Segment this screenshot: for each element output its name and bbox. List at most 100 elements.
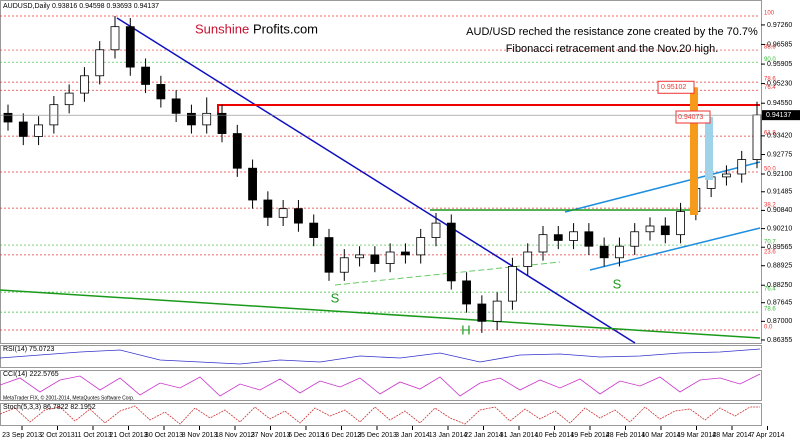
fib-label: 50.0 bbox=[764, 167, 776, 173]
x-tick-label: 18 Nov 2013 bbox=[215, 432, 255, 439]
fib-label: 76.4 bbox=[764, 287, 776, 293]
fib-label: 78.6 bbox=[764, 77, 776, 83]
brand: Sunshine bbox=[195, 21, 249, 36]
y-tick-label: 0.93420 bbox=[767, 133, 792, 140]
x-tick-label: 21 Oct 2013 bbox=[109, 432, 147, 439]
candle-body bbox=[630, 231, 640, 247]
fib-label: 23.6 bbox=[764, 249, 776, 255]
candle-body bbox=[737, 159, 747, 175]
candle-body bbox=[508, 266, 517, 302]
x-tick-label: 28 Mar 2014 bbox=[712, 432, 751, 439]
x-tick-label: 30 Oct 2013 bbox=[145, 432, 183, 439]
x-tick-label: 6 Dec 2013 bbox=[288, 432, 324, 439]
x-tick-label: 10 Mar 2014 bbox=[641, 432, 680, 439]
candle-body bbox=[80, 75, 89, 94]
candle-body bbox=[171, 98, 181, 114]
rsi-line bbox=[0, 348, 761, 365]
x-tick-label: 13 Jan 2014 bbox=[429, 432, 468, 439]
candle-body bbox=[431, 222, 441, 238]
candle-body bbox=[278, 208, 288, 218]
candle-body bbox=[187, 112, 196, 126]
candle-body bbox=[477, 303, 487, 322]
candle-body bbox=[34, 124, 43, 137]
candle-body bbox=[615, 245, 624, 259]
candle-body bbox=[538, 234, 548, 253]
fib-label: 38.2 bbox=[764, 203, 776, 209]
candle-body bbox=[232, 133, 242, 169]
fib-label: 78.6 bbox=[764, 307, 776, 313]
y-tick-label: 0.86355 bbox=[767, 337, 792, 344]
pattern-label: S bbox=[613, 276, 622, 291]
resistance-line bbox=[217, 104, 760, 115]
stoch-pane bbox=[0, 403, 762, 426]
y-tick-label: 0.91485 bbox=[767, 189, 792, 196]
price-box bbox=[657, 80, 695, 94]
y-tick-label: 0.88250 bbox=[767, 282, 792, 289]
candle-body bbox=[263, 199, 273, 218]
candle-body bbox=[599, 245, 609, 259]
x-tick-label: 7 Apr 2014 bbox=[751, 432, 785, 439]
candle-body bbox=[722, 173, 731, 178]
rsi-pane bbox=[0, 345, 762, 368]
y-tick-label: 0.87000 bbox=[767, 318, 792, 325]
price-box bbox=[675, 110, 711, 124]
x-tick-label: 19 Feb 2014 bbox=[570, 432, 609, 439]
candle-body bbox=[141, 66, 150, 85]
copyright: MetaTrader FIX, © 2001-2014, MetaQuotes … bbox=[3, 394, 134, 401]
x-tick-label: 11 Oct 2013 bbox=[74, 432, 112, 439]
candle-body bbox=[584, 231, 594, 247]
channel-line bbox=[564, 161, 761, 213]
fib-label: 88.6 bbox=[764, 45, 776, 51]
y-tick-label: 0.92775 bbox=[767, 151, 792, 158]
y-tick-label: 0.97260 bbox=[767, 22, 792, 29]
candle-body bbox=[324, 237, 334, 273]
y-tick-label: 0.96585 bbox=[767, 41, 792, 48]
orange-bar bbox=[690, 87, 698, 215]
channel-line bbox=[589, 227, 761, 271]
candle-body bbox=[553, 234, 563, 241]
cci-pane bbox=[0, 370, 762, 401]
header: AUDUSD,Daily 0.93816 0.94598 0.93693 0.9… bbox=[3, 3, 159, 10]
x-tick-label: 10 Feb 2014 bbox=[535, 432, 574, 439]
cci-line bbox=[0, 373, 761, 397]
annotation: AUD/USD reched the resistance zone creat… bbox=[466, 26, 758, 38]
x-tick-label: 25 Dec 2013 bbox=[357, 432, 397, 439]
y-tick-label: 0.94550 bbox=[767, 100, 792, 107]
candle-body bbox=[660, 225, 670, 236]
y-tick-label: 0.90840 bbox=[767, 207, 792, 214]
fib-label: 61.8 bbox=[764, 131, 776, 137]
price-box-label: 0.95102 bbox=[661, 84, 686, 91]
y-tick-label: 0.88925 bbox=[767, 263, 792, 270]
candle-body bbox=[309, 222, 319, 238]
x-tick-label: 2 Oct 2013 bbox=[40, 432, 74, 439]
fib-label: 100 bbox=[764, 11, 775, 17]
fib-label: 76.4 bbox=[764, 85, 776, 91]
candle-body bbox=[95, 49, 105, 77]
candle-body bbox=[339, 257, 349, 273]
candle-body bbox=[156, 84, 166, 100]
last-price-label: 0.94137 bbox=[766, 112, 791, 119]
candle-body bbox=[110, 26, 120, 51]
pattern-label: S bbox=[331, 290, 340, 305]
candle-body bbox=[202, 112, 212, 126]
candle-body bbox=[676, 211, 685, 236]
price-box-label: 0.94073 bbox=[678, 114, 703, 121]
fib-label: 90.0 bbox=[764, 57, 776, 63]
y-tick-label: 0.89565 bbox=[767, 244, 792, 251]
candle-body bbox=[462, 280, 471, 305]
candle-body bbox=[294, 208, 303, 224]
last-price-box bbox=[762, 110, 800, 121]
candle-body bbox=[18, 121, 28, 137]
candle-body bbox=[3, 112, 13, 123]
fib-label: 70.7 bbox=[764, 240, 776, 246]
indicator-label: Stoch(5,3,3) 86.7822 82.1952 bbox=[3, 404, 96, 411]
y-tick-label: 0.92100 bbox=[767, 171, 792, 178]
stoch-line bbox=[0, 405, 760, 425]
annotation: Fibonacci retracement and the Nov.20 hig… bbox=[506, 43, 719, 55]
y-tick-label: 0.95905 bbox=[767, 61, 792, 68]
support-line bbox=[0, 289, 761, 339]
candle-body bbox=[401, 251, 410, 256]
indicator-label: RSI(14) 75.0723 bbox=[3, 346, 54, 353]
x-tick-label: 31 Jan 2014 bbox=[500, 432, 539, 439]
